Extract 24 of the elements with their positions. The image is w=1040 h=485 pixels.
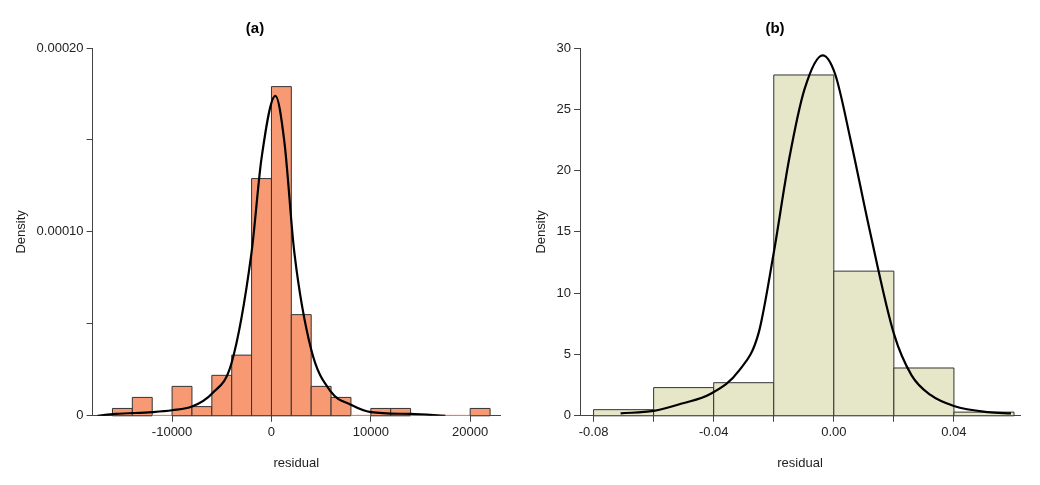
x-tick-label: -0.04	[698, 424, 729, 440]
y-tick-label: 0.00020	[36, 39, 84, 55]
y-tick-label: 25	[556, 100, 572, 116]
chart-title: (b)	[765, 19, 785, 37]
x-tick-label: 20000	[452, 424, 489, 440]
x-tick-label: -0.08	[578, 424, 609, 440]
x-tick-label: -10000	[151, 424, 193, 440]
x-axis-title: residual	[273, 454, 320, 470]
y-axis-title: Density	[13, 209, 29, 254]
y-tick-label: 5	[563, 346, 572, 362]
chart-title: (a)	[245, 19, 265, 37]
y-axis-title: Density	[533, 209, 549, 254]
y-tick-label: 0	[76, 407, 84, 423]
y-tick-label: 0.00010	[36, 223, 84, 239]
x-axis-title: residual	[777, 454, 823, 470]
x-tick-label: 0.04	[941, 424, 967, 440]
y-tick-label: 30	[556, 39, 572, 55]
y-tick-label: 0	[563, 407, 572, 423]
y-tick-label: 10	[556, 284, 572, 300]
x-tick-label: 0	[267, 424, 276, 440]
x-tick-label: 0.00	[821, 424, 847, 440]
x-tick-label: 10000	[352, 424, 389, 440]
y-tick-label: 15	[556, 223, 572, 239]
y-tick-label: 20	[556, 162, 572, 178]
